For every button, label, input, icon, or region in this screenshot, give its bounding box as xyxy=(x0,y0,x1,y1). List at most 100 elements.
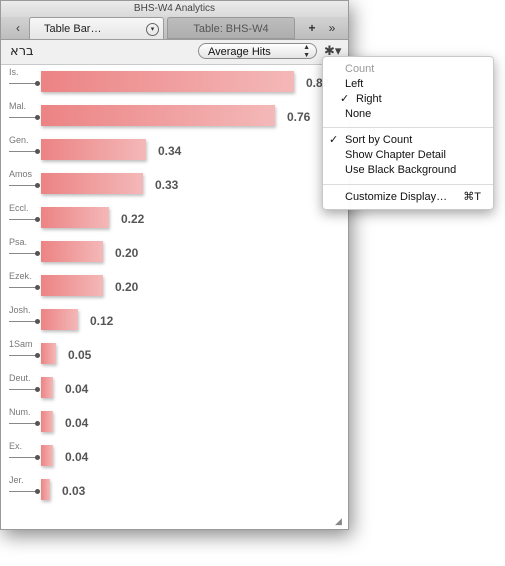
menu-item-customize-display[interactable]: Customize Display… ⌘T xyxy=(345,191,481,203)
metric-popup-value: Average Hits xyxy=(208,46,271,58)
menu-header-count: Count xyxy=(345,63,375,75)
bar-value: 0.20 xyxy=(115,280,139,294)
bar-row: Num. 0.04 xyxy=(1,405,348,439)
bar[interactable] xyxy=(41,139,146,160)
bar[interactable] xyxy=(41,105,275,126)
bar-pin-icon xyxy=(35,285,40,290)
menu-item-sort-by-count[interactable]: ✓ Sort by Count xyxy=(329,134,413,146)
bar-label: Eccl. xyxy=(9,203,29,213)
bar-leader-line xyxy=(9,253,37,254)
bar-leader-line xyxy=(9,423,37,424)
bar-row: Mal. 0.76 xyxy=(1,99,348,133)
bar-value: 0.04 xyxy=(65,382,89,396)
bar-label: Mal. xyxy=(9,101,27,111)
tab-table-bar[interactable]: Table Bar… ▾ xyxy=(29,17,164,39)
bar-label: Amos xyxy=(9,169,33,179)
checkmark-icon: ✓ xyxy=(340,93,350,105)
analytics-window: BHS-W4 Analytics ‹ Table Bar… ▾ Table: B… xyxy=(0,0,349,530)
bar-label: Jer. xyxy=(9,475,24,485)
tab-back-icon[interactable]: ‹ xyxy=(16,21,20,35)
bar[interactable] xyxy=(41,445,53,466)
bar-value: 0.04 xyxy=(65,416,89,430)
bar-pin-icon xyxy=(35,115,40,120)
bar-value: 0.22 xyxy=(121,212,145,226)
bar-value: 0.76 xyxy=(287,110,311,124)
bar-row: Gen. 0.34 xyxy=(1,133,348,167)
bar-leader-line xyxy=(9,287,37,288)
gear-icon[interactable]: ✱▾ xyxy=(324,43,342,58)
display-options-menu: Count Left ✓ Right None ✓ Sort by Count … xyxy=(322,56,494,210)
tab-menu-icon[interactable]: ▾ xyxy=(146,23,159,36)
bar[interactable] xyxy=(41,343,56,364)
add-tab-icon[interactable]: + xyxy=(308,21,316,35)
bar-value: 0.12 xyxy=(90,314,114,328)
bar-pin-icon xyxy=(35,489,40,494)
bar-value: 0.05 xyxy=(68,348,92,362)
bar-pin-icon xyxy=(35,81,40,86)
bar-leader-line xyxy=(9,185,37,186)
bar-row: Deut. 0.04 xyxy=(1,371,348,405)
menu-item-black-background[interactable]: Use Black Background xyxy=(345,164,457,176)
menu-item-none[interactable]: None xyxy=(345,108,372,120)
bar-label: 1Sam xyxy=(9,339,33,349)
bar-pin-icon xyxy=(35,387,40,392)
window-title: BHS-W4 Analytics xyxy=(1,1,348,17)
bar-row: Is. 0.82 xyxy=(1,65,348,99)
bar-chart: Is. 0.82 Mal. 0.76 Gen. 0.34 Amos 0.33 Eccl. 0.22… xyxy=(1,65,348,530)
bar-leader-line xyxy=(9,355,37,356)
bar-pin-icon xyxy=(35,183,40,188)
bar-label: Is. xyxy=(9,67,19,77)
bar[interactable] xyxy=(41,241,103,262)
bar-row: Jer. 0.03 xyxy=(1,473,348,507)
bar-leader-line xyxy=(9,457,37,458)
bar[interactable] xyxy=(41,173,143,194)
bar-value: 0.34 xyxy=(158,144,182,158)
metric-popup-button[interactable]: Average Hits ▲ ▼ xyxy=(198,43,317,59)
bar-pin-icon xyxy=(35,251,40,256)
more-tabs-icon[interactable]: » xyxy=(328,21,336,35)
lemma-label: ברא xyxy=(10,44,34,59)
bar[interactable] xyxy=(41,275,103,296)
bar-row: Amos 0.33 xyxy=(1,167,348,201)
toolbar: ברא Average Hits ▲ ▼ ✱▾ xyxy=(1,40,348,65)
bar-label: Deut. xyxy=(9,373,31,383)
menu-item-right[interactable]: ✓ Right xyxy=(340,93,382,105)
bar[interactable] xyxy=(41,479,50,500)
bar-leader-line xyxy=(9,321,37,322)
bar-pin-icon xyxy=(35,421,40,426)
bar-row: Josh. 0.12 xyxy=(1,303,348,337)
bar-leader-line xyxy=(9,389,37,390)
bar-label: Num. xyxy=(9,407,31,417)
bar[interactable] xyxy=(41,377,53,398)
bar-row: Psa. 0.20 xyxy=(1,235,348,269)
bar-value: 0.04 xyxy=(65,450,89,464)
tab-table-bhs[interactable]: Table: BHS-W4 xyxy=(167,17,295,39)
tab-table-bar-label: Table Bar… xyxy=(44,23,102,35)
bar-value: 0.20 xyxy=(115,246,139,260)
tab-table-bhs-label: Table: BHS-W4 xyxy=(193,23,269,35)
menu-item-show-chapter-detail[interactable]: Show Chapter Detail xyxy=(345,149,446,161)
menu-separator xyxy=(323,184,493,185)
bar-pin-icon xyxy=(35,353,40,358)
bar-label: Josh. xyxy=(9,305,31,315)
bar-pin-icon xyxy=(35,455,40,460)
tab-bar: ‹ Table Bar… ▾ Table: BHS-W4 + » xyxy=(1,17,348,40)
bar-leader-line xyxy=(9,219,37,220)
menu-item-left[interactable]: Left xyxy=(345,78,364,90)
bar-label: Gen. xyxy=(9,135,29,145)
bar-label: Psa. xyxy=(9,237,28,247)
bar[interactable] xyxy=(41,309,78,330)
bar[interactable] xyxy=(41,207,109,228)
bar-leader-line xyxy=(9,491,37,492)
resize-grip-icon[interactable]: ◢ xyxy=(335,516,342,526)
bar-value: 0.33 xyxy=(155,178,179,192)
bar-pin-icon xyxy=(35,319,40,324)
bar-leader-line xyxy=(9,83,37,84)
bar[interactable] xyxy=(41,411,53,432)
bar-row: Ezek. 0.20 xyxy=(1,269,348,303)
bar-label: Ex. xyxy=(9,441,23,451)
bar-leader-line xyxy=(9,117,37,118)
popup-arrows-icon: ▲ ▼ xyxy=(303,44,310,59)
bar-row: Ex. 0.04 xyxy=(1,439,348,473)
bar[interactable] xyxy=(41,71,294,92)
